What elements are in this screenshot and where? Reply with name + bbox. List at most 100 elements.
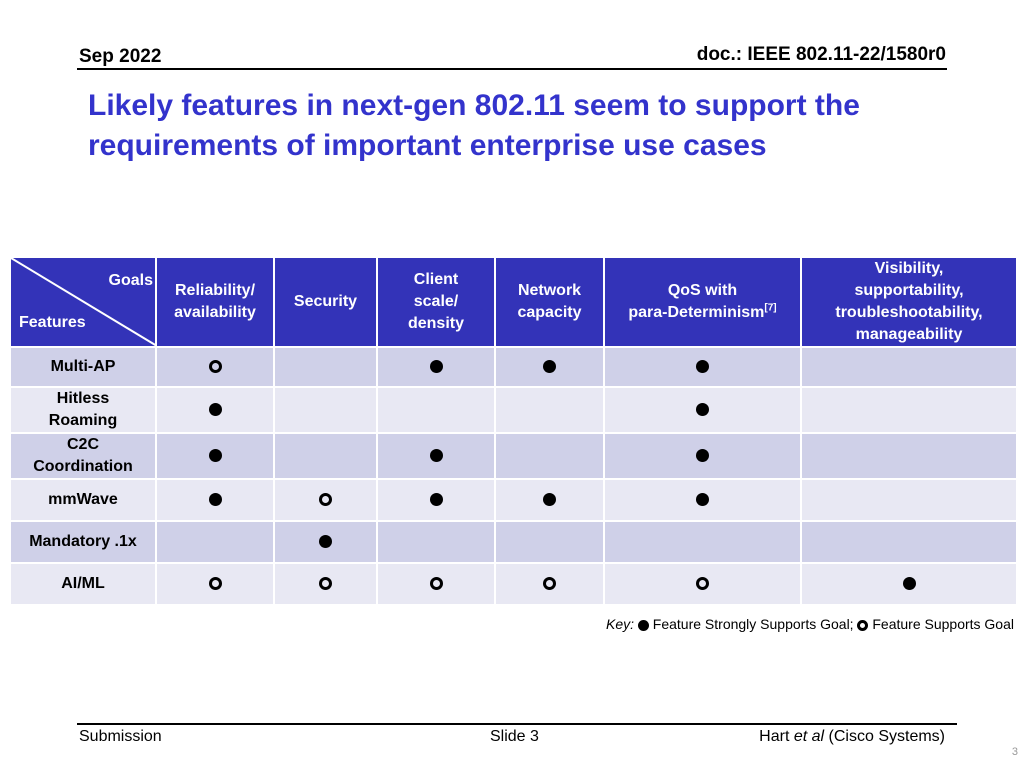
feature-label-line: Roaming [48, 412, 118, 429]
feature-label-line: Mandatory .1x [29, 533, 137, 550]
author-org: (Cisco Systems) [824, 728, 945, 745]
col-label-line: scale/ [413, 293, 459, 310]
matrix-cell [155, 346, 275, 388]
matrix-cell [603, 432, 802, 480]
matrix-cell [155, 562, 275, 606]
col-label-line: Client [413, 271, 459, 288]
filled-circle-icon [696, 449, 709, 463]
key-open-label: Feature Supports Goal [872, 616, 1014, 632]
col-label-line: troubleshootability, [835, 304, 983, 321]
key-full-label: Feature Strongly Supports Goal; [652, 616, 854, 632]
matrix-cell [376, 562, 496, 606]
matrix-cell [494, 432, 605, 480]
matrix-cell [155, 386, 275, 434]
matrix-cell [494, 520, 605, 564]
matrix-cell [800, 478, 1018, 522]
matrix-cell [800, 562, 1018, 606]
features-goals-matrix: Goals Features Reliability/ availability… [9, 256, 1018, 606]
header-row: Goals Features Reliability/ availability… [9, 256, 1018, 348]
feature-label-line: Coordination [33, 458, 133, 475]
matrix-cell [603, 386, 802, 434]
filled-circle-icon [208, 449, 222, 463]
filled-circle-icon [543, 493, 556, 507]
col-label-line: capacity [517, 304, 582, 321]
table-row: AI/ML [9, 562, 1018, 606]
goals-label: Goals [108, 272, 153, 289]
filled-circle-icon [902, 577, 916, 591]
column-header-security: Security [273, 256, 378, 348]
filled-circle-icon [696, 493, 709, 507]
feature-label-line: mmWave [48, 491, 118, 508]
footer-divider [77, 723, 957, 725]
col-label-text: para-Determinism [628, 304, 765, 321]
matrix-cell [273, 562, 378, 606]
matrix-cell [603, 520, 802, 564]
open-circle-icon [543, 577, 556, 591]
filled-circle-icon [429, 493, 443, 507]
col-label-line: para-Determinism[7] [605, 302, 800, 324]
feature-label-line: Multi-AP [50, 358, 116, 375]
matrix-cell [800, 520, 1018, 564]
col-label-line: QoS with [667, 282, 738, 299]
feature-label-line: AI/ML [61, 575, 105, 592]
matrix-cell [273, 520, 378, 564]
matrix-cell [376, 432, 496, 480]
matrix-cell [273, 386, 378, 434]
open-circle-icon [208, 360, 222, 374]
matrix-cell [273, 346, 378, 388]
column-header-network-capacity: Network capacity [494, 256, 605, 348]
page-number: 3 [1011, 746, 1018, 758]
open-circle-icon [208, 577, 222, 591]
matrix-cell [155, 432, 275, 480]
open-circle-icon [857, 619, 869, 631]
corner-cell: Goals Features [9, 256, 157, 348]
filled-circle-icon [696, 360, 709, 374]
key-prefix: Key: [606, 616, 635, 632]
footer-author: Hart et al (Cisco Systems) [759, 728, 945, 746]
matrix-cell [376, 346, 496, 388]
matrix-cell [494, 346, 605, 388]
col-label-line: manageability [855, 326, 963, 343]
feature-label-cell: Hitless Roaming [9, 386, 157, 434]
filled-circle-icon [429, 360, 443, 374]
column-header-qos: QoS with para-Determinism[7] [603, 256, 802, 348]
title-line-1: Likely features in next-gen 802.11 seem … [88, 89, 860, 122]
col-label-line: availability [174, 304, 256, 321]
col-label-line: Visibility, [874, 260, 944, 277]
header-divider [77, 68, 947, 70]
matrix-cell [155, 478, 275, 522]
footer-slide-number: Slide 3 [490, 728, 539, 745]
col-label-line: density [407, 315, 464, 332]
filled-circle-icon [543, 360, 556, 374]
table-row: mmWave [9, 478, 1018, 522]
matrix-cell [376, 386, 496, 434]
author-name: Hart [759, 728, 794, 745]
feature-label-line: C2C [66, 436, 99, 453]
filled-circle-icon [208, 403, 222, 417]
filled-circle-icon [696, 403, 709, 417]
col-label-line: Security [293, 293, 358, 310]
filled-circle-icon [208, 493, 222, 507]
matrix-cell [800, 432, 1018, 480]
matrix-cell [376, 520, 496, 564]
matrix-body: Multi-AP Hitless Roaming C2C Coordination mmW… [9, 346, 1018, 606]
col-label-line: supportability, [854, 282, 964, 299]
feature-label-cell: mmWave [9, 478, 157, 522]
slide-title: Likely features in next-gen 802.11 seem … [88, 86, 988, 166]
diagonal-divider [11, 258, 155, 346]
reference-superscript: [7] [764, 302, 777, 314]
open-circle-icon [696, 577, 709, 591]
open-circle-icon [319, 577, 332, 591]
matrix-cell [603, 346, 802, 388]
feature-label-line: Hitless [56, 390, 110, 407]
filled-circle-icon [319, 535, 332, 549]
col-label-line: Reliability/ [174, 282, 256, 299]
matrix-cell [155, 520, 275, 564]
feature-label-cell: C2C Coordination [9, 432, 157, 480]
matrix-cell [800, 386, 1018, 434]
table-row: C2C Coordination [9, 432, 1018, 480]
column-header-reliability: Reliability/ availability [155, 256, 275, 348]
open-circle-icon [429, 577, 443, 591]
title-line-2: requirements of important enterprise use… [88, 129, 767, 162]
matrix-cell [376, 478, 496, 522]
